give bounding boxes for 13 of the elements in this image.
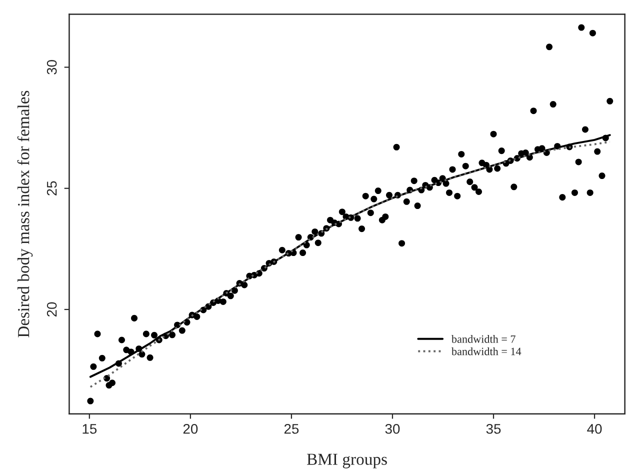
x-tick-label: 25	[284, 424, 299, 434]
legend-label: bandwidth = 7	[451, 335, 516, 343]
x-tick-label: 15	[82, 424, 97, 434]
x-tick-label: 40	[587, 424, 602, 434]
y-tick-label: 30	[46, 60, 57, 74]
x-tick-label: 30	[385, 424, 400, 434]
y-tick-label: 25	[46, 181, 57, 196]
x-tick-label: 35	[486, 424, 501, 434]
y-tick-label: 20	[46, 302, 57, 316]
y-axis-title: Desired body mass index for females	[17, 90, 33, 338]
x-tick-label: 20	[183, 424, 198, 434]
x-axis-title: BMI groups	[306, 454, 387, 468]
legend-label: bandwidth = 14	[451, 347, 522, 356]
